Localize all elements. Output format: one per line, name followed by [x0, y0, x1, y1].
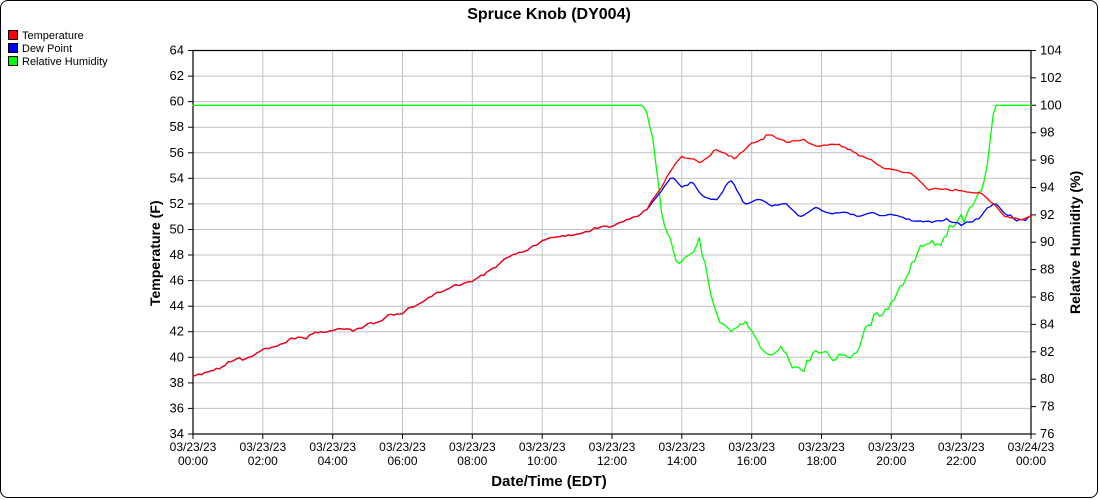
svg-text:94: 94	[1040, 180, 1054, 195]
svg-text:03/24/23: 03/24/23	[1008, 440, 1055, 454]
svg-text:64: 64	[170, 43, 184, 58]
svg-text:03/23/23: 03/23/23	[519, 440, 566, 454]
svg-text:62: 62	[170, 68, 184, 83]
svg-text:10:00: 10:00	[527, 454, 557, 468]
svg-text:84: 84	[1040, 316, 1054, 331]
svg-text:54: 54	[170, 170, 184, 185]
svg-text:22:00: 22:00	[946, 454, 976, 468]
svg-text:20:00: 20:00	[876, 454, 906, 468]
svg-text:00:00: 00:00	[1016, 454, 1046, 468]
svg-text:06:00: 06:00	[387, 454, 417, 468]
svg-text:44: 44	[170, 298, 184, 313]
svg-text:03/23/23: 03/23/23	[170, 440, 217, 454]
svg-text:03/23/23: 03/23/23	[868, 440, 915, 454]
svg-text:42: 42	[170, 324, 184, 339]
svg-text:36: 36	[170, 400, 184, 415]
svg-text:03/23/23: 03/23/23	[449, 440, 496, 454]
svg-text:03/23/23: 03/23/23	[798, 440, 845, 454]
svg-text:00:00: 00:00	[178, 454, 208, 468]
svg-text:104: 104	[1040, 43, 1062, 58]
svg-text:38: 38	[170, 375, 184, 390]
svg-text:03/23/23: 03/23/23	[728, 440, 775, 454]
svg-text:03/23/23: 03/23/23	[239, 440, 286, 454]
svg-text:18:00: 18:00	[806, 454, 836, 468]
svg-text:50: 50	[170, 222, 184, 237]
svg-text:12:00: 12:00	[597, 454, 627, 468]
svg-text:90: 90	[1040, 234, 1054, 249]
svg-text:03/23/23: 03/23/23	[309, 440, 356, 454]
svg-text:52: 52	[170, 196, 184, 211]
svg-text:16:00: 16:00	[737, 454, 767, 468]
svg-text:80: 80	[1040, 371, 1054, 386]
svg-text:58: 58	[170, 119, 184, 134]
svg-text:78: 78	[1040, 399, 1054, 414]
svg-text:02:00: 02:00	[248, 454, 278, 468]
svg-text:48: 48	[170, 247, 184, 262]
svg-text:56: 56	[170, 145, 184, 160]
svg-text:46: 46	[170, 273, 184, 288]
svg-text:03/23/23: 03/23/23	[938, 440, 985, 454]
svg-text:76: 76	[1040, 426, 1054, 441]
svg-text:102: 102	[1040, 70, 1062, 85]
svg-text:88: 88	[1040, 262, 1054, 277]
svg-text:86: 86	[1040, 289, 1054, 304]
svg-text:34: 34	[170, 426, 184, 441]
svg-text:04:00: 04:00	[318, 454, 348, 468]
svg-text:100: 100	[1040, 97, 1062, 112]
svg-text:92: 92	[1040, 207, 1054, 222]
svg-text:40: 40	[170, 349, 184, 364]
svg-text:03/23/23: 03/23/23	[658, 440, 705, 454]
svg-text:14:00: 14:00	[667, 454, 697, 468]
svg-text:03/23/23: 03/23/23	[589, 440, 636, 454]
svg-text:96: 96	[1040, 152, 1054, 167]
svg-text:60: 60	[170, 94, 184, 109]
svg-text:98: 98	[1040, 125, 1054, 140]
svg-text:82: 82	[1040, 344, 1054, 359]
svg-text:03/23/23: 03/23/23	[379, 440, 426, 454]
svg-text:08:00: 08:00	[457, 454, 487, 468]
